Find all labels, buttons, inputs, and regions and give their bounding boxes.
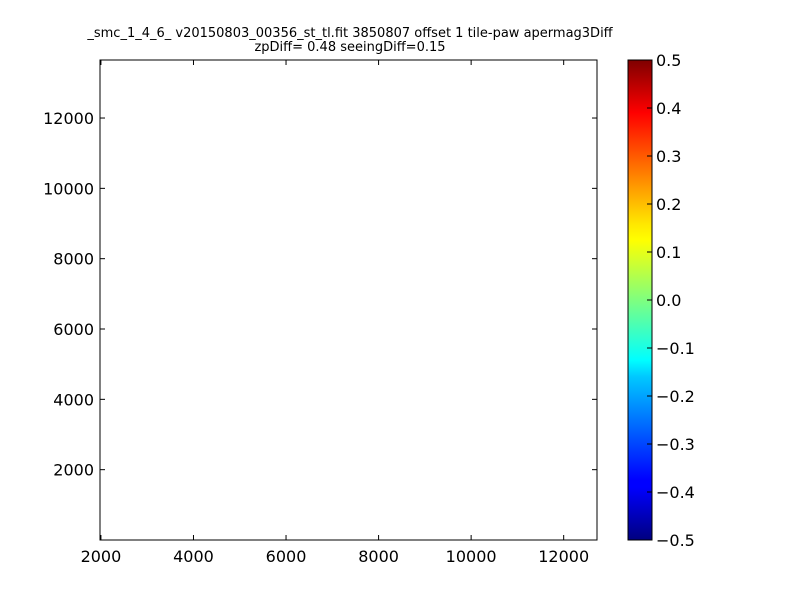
colorbar-tick-label: −0.2 xyxy=(656,387,695,406)
y-tick-label: 4000 xyxy=(53,390,94,409)
y-tick-label: 10000 xyxy=(43,179,94,198)
y-tick-label: 12000 xyxy=(43,109,94,128)
x-tick-label: 2000 xyxy=(81,547,122,566)
x-axis: 2000 4000 6000 8000 10000 12000 xyxy=(81,60,589,566)
x-tick-label: 12000 xyxy=(538,547,589,566)
x-tick-label: 6000 xyxy=(266,547,307,566)
colorbar-tick-label: −0.5 xyxy=(656,531,695,550)
colorbar-tick-label: −0.1 xyxy=(656,339,695,358)
x-tick-label: 10000 xyxy=(446,547,497,566)
x-tick-label: 8000 xyxy=(358,547,399,566)
y-tick-label: 6000 xyxy=(53,320,94,339)
y-tick-label: 2000 xyxy=(53,461,94,480)
colorbar-tick-label: −0.4 xyxy=(656,483,695,502)
colorbar-tick-label: 0.3 xyxy=(656,147,681,166)
y-tick-label: 8000 xyxy=(53,250,94,269)
colorbar-tick-label: 0.1 xyxy=(656,243,681,262)
colorbar-tick-label: 0.5 xyxy=(656,51,681,70)
chart-title-line-2: zpDiff= 0.48 seeingDiff=0.15 xyxy=(254,40,446,55)
colorbar-axis: 0.5 0.4 0.3 0.2 0.1 0.0 −0.1 −0.2 −0.3 −0.4 −0.5 xyxy=(647,51,695,550)
x-tick-label: 4000 xyxy=(173,547,214,566)
y-axis: 2000 4000 6000 8000 10000 12000 xyxy=(43,109,597,480)
colorbar-tick-label: 0.0 xyxy=(656,291,681,310)
colorbar-tick-label: 0.2 xyxy=(656,195,681,214)
colorbar-tick-label: 0.4 xyxy=(656,99,681,118)
plot-frame xyxy=(99,59,598,541)
chart-title-line-1: _smc_1_4_6_ v20150803_00356_st_tl.fit 38… xyxy=(87,26,613,41)
colorbar-tick-label: −0.3 xyxy=(656,435,695,454)
